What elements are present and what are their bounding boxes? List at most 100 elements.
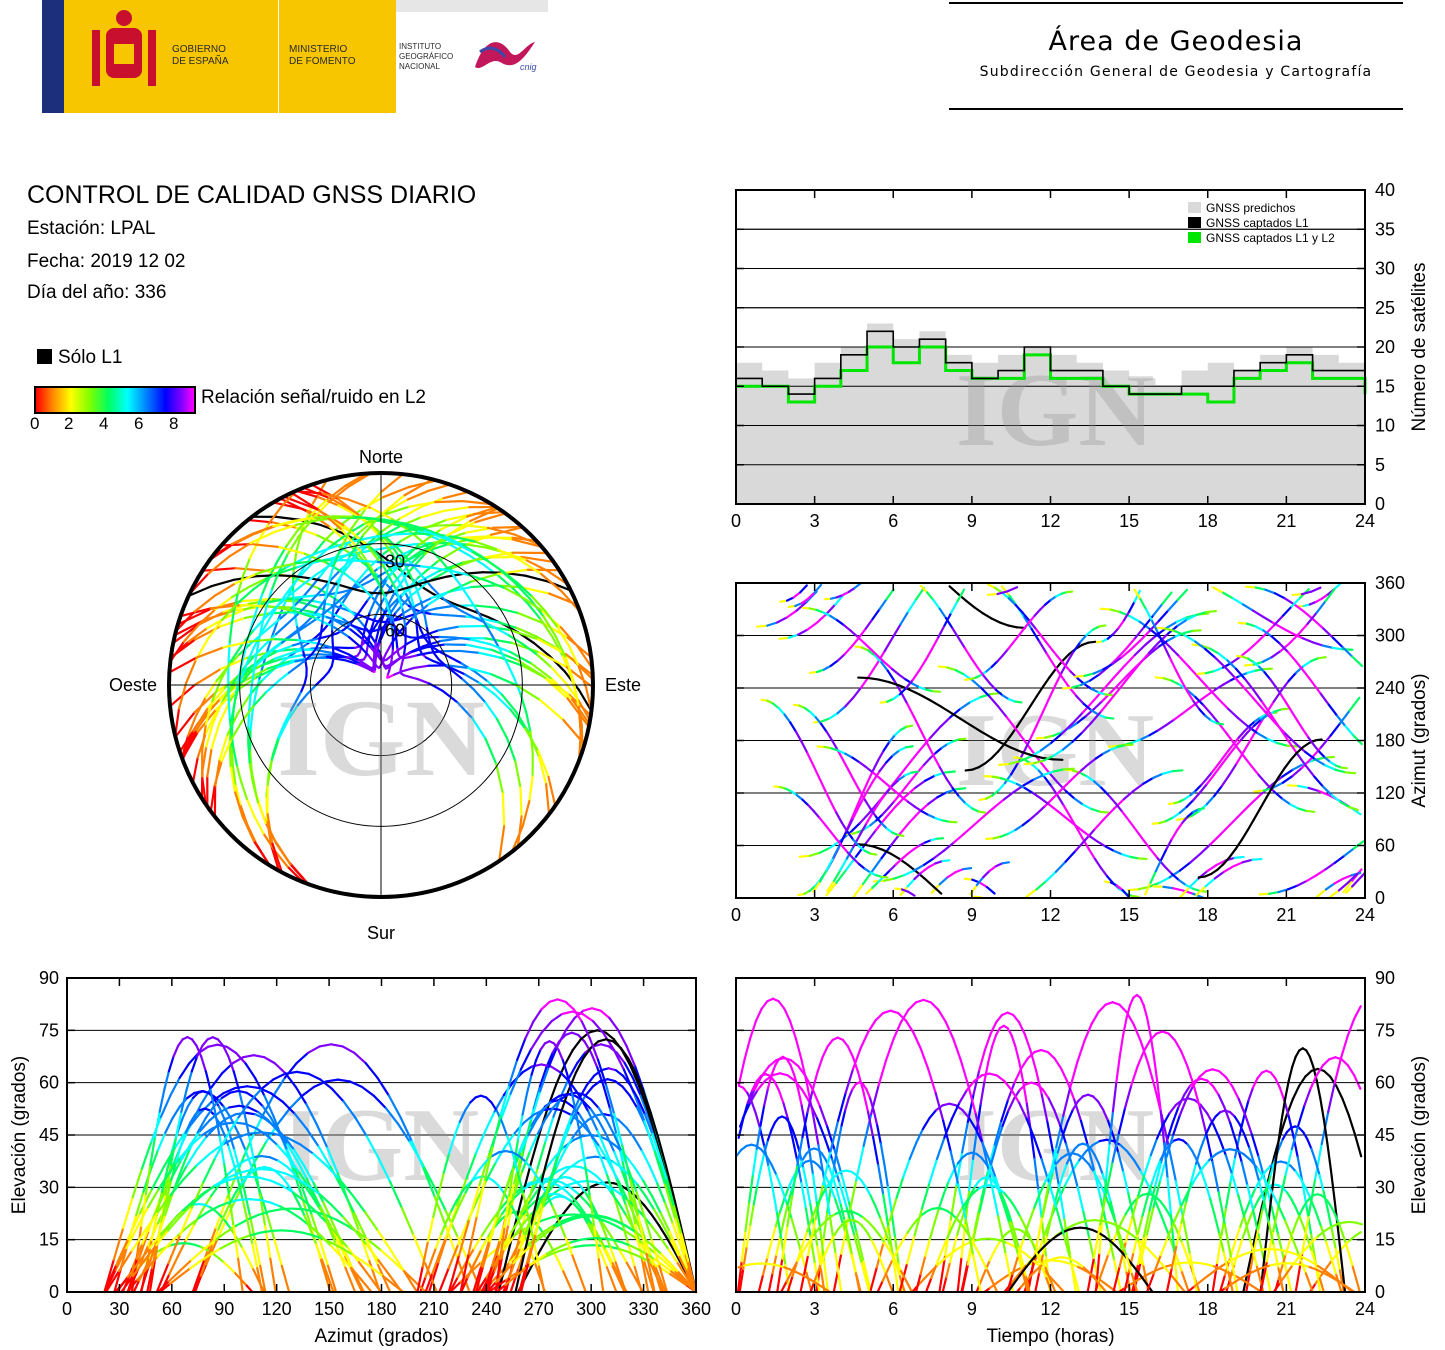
satellite-track: [867, 649, 876, 657]
satellite-track: [1230, 1173, 1240, 1197]
satellite-track: [628, 1244, 640, 1251]
satellite-track: [936, 1258, 945, 1267]
satellite-track: [1050, 732, 1063, 744]
satellite-track: [564, 1000, 575, 1011]
satellite-track: [672, 1248, 683, 1265]
satellite-track: [195, 1135, 208, 1151]
satellite-track: [318, 632, 323, 643]
satellite-track: [1094, 752, 1105, 760]
satellite-track: [1255, 1248, 1265, 1252]
satellite-track: [311, 478, 328, 505]
satellite-track: [1351, 1265, 1358, 1281]
satellite-track: [1062, 663, 1072, 673]
satellite-track: [606, 1078, 617, 1083]
satellite-track: [1123, 1228, 1134, 1237]
satellite-track: [628, 1094, 639, 1109]
satellite-track: [480, 1239, 491, 1268]
satellite-track: [557, 1048, 565, 1062]
satellite-track: [179, 1206, 193, 1237]
satellite-track: [996, 590, 1009, 596]
satellite-track: [185, 1148, 198, 1167]
satellite-track: [1238, 1115, 1246, 1137]
satellite-track: [979, 730, 993, 739]
satellite-track: [570, 1031, 580, 1037]
satellite-track: [983, 757, 993, 765]
satellite-track: [1105, 1142, 1111, 1180]
satellite-track: [919, 736, 932, 751]
satellite-track: [993, 1119, 1003, 1146]
bottom-rule: [949, 108, 1403, 110]
satellite-track: [239, 803, 249, 826]
satellite-track: [884, 1272, 891, 1284]
satellite-track: [556, 1247, 568, 1253]
satellite-track: [261, 1105, 273, 1119]
satellite-track: [880, 822, 889, 830]
satellite-track: [330, 1087, 345, 1103]
satellite-track: [1097, 713, 1108, 719]
satellite-track: [241, 703, 256, 722]
satellite-track: [885, 697, 895, 703]
satellite-track: [1232, 738, 1242, 750]
satellite-track: [149, 1135, 157, 1166]
satellite-track: [1022, 705, 1032, 718]
satellite-track: [892, 1020, 903, 1041]
satellite-track: [1316, 888, 1328, 898]
satellite-track: [1048, 803, 1059, 813]
satellite-track: [1304, 1069, 1313, 1078]
satellite-track: [287, 664, 300, 674]
satellite-track: [617, 1201, 628, 1217]
satellite-track: [244, 1122, 258, 1130]
snr-tick: 8: [169, 414, 179, 433]
satellite-track: [157, 1170, 171, 1190]
satellite-track: [491, 1112, 503, 1147]
satellite-track: [899, 785, 908, 796]
satellite-track: [944, 1020, 955, 1041]
satellite-track: [497, 621, 518, 630]
satellite-track: [319, 622, 324, 635]
satellite-track: [1101, 662, 1114, 671]
satellite-track: [1178, 805, 1188, 814]
satellite-track: [277, 552, 289, 573]
y-axis-title: Elevación (grados): [9, 1056, 30, 1214]
satellite-track: [451, 1205, 461, 1223]
satellite-track: [1115, 1055, 1121, 1084]
satellite-track: [963, 877, 974, 881]
satellite-track: [927, 1067, 937, 1095]
satellite-track: [319, 1078, 333, 1090]
satellite-track: [323, 604, 336, 614]
satellite-track: [1274, 685, 1283, 696]
satellite-track: [516, 1113, 524, 1141]
satellite-track: [325, 1164, 341, 1181]
satellite-track: [771, 702, 780, 710]
satellite-track: [307, 1184, 322, 1196]
satellite-track: [164, 1117, 174, 1134]
x-tick-label: 3: [810, 511, 820, 531]
satellite-track: [742, 1086, 749, 1095]
satellite-track: [1341, 646, 1354, 658]
satellite-track: [1057, 1183, 1066, 1221]
satellite-track: [600, 1067, 610, 1072]
satellite-track: [1357, 872, 1366, 882]
satellite-track: [948, 1247, 955, 1264]
satellite-track: [291, 590, 296, 611]
satellite-track: [1121, 810, 1131, 823]
satellite-track: [823, 788, 832, 803]
satellite-track: [994, 862, 1004, 868]
satellite-track: [217, 1121, 225, 1135]
satellite-track: [851, 756, 861, 764]
satellite-track: [1007, 828, 1017, 835]
satellite-track: [1159, 1200, 1166, 1209]
satellite-track: [127, 1212, 142, 1240]
satellite-track: [201, 1184, 216, 1196]
satellite-track: [248, 693, 252, 712]
satellite-track: [869, 1266, 878, 1294]
satellite-track: [645, 1252, 656, 1294]
satellite-track: [1175, 817, 1186, 821]
satellite-track: [1058, 783, 1068, 793]
satellite-track: [373, 573, 386, 598]
satellite-track: [296, 561, 314, 569]
satellite-track: [642, 1237, 654, 1247]
satellite-track: [1100, 786, 1110, 797]
satellite-track: [209, 1088, 217, 1113]
satellite-track: [193, 1109, 201, 1116]
